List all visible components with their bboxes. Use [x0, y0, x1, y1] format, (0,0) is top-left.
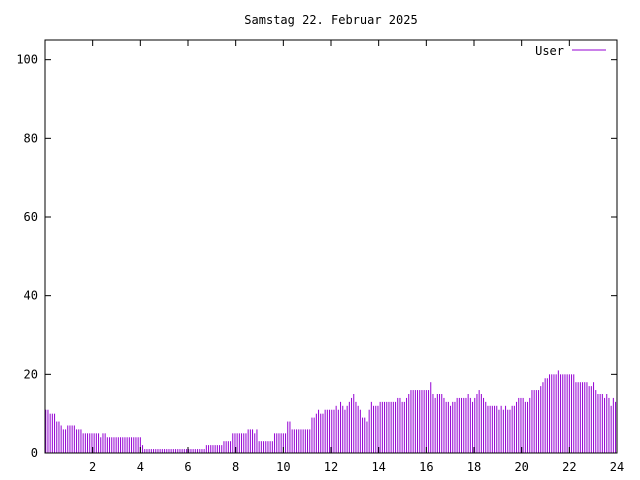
y-tick-label: 100 — [16, 53, 38, 67]
y-tick-label: 80 — [24, 131, 38, 145]
y-tick-label: 40 — [24, 289, 38, 303]
plot-frame — [44, 39, 618, 454]
chart-title: Samstag 22. Februar 2025 — [244, 13, 417, 27]
x-tick-label: 16 — [419, 460, 433, 474]
x-tick-label: 2 — [89, 460, 96, 474]
axis-ticks — [45, 40, 618, 454]
x-tick-label: 4 — [137, 460, 144, 474]
y-tick-label: 20 — [24, 367, 38, 381]
x-tick-label: 18 — [467, 460, 481, 474]
x-tick-label: 24 — [610, 460, 624, 474]
bar-series — [45, 370, 617, 453]
x-tick-label: 12 — [324, 460, 338, 474]
x-tick-label: 10 — [276, 460, 290, 474]
x-tick-label: 22 — [562, 460, 576, 474]
x-tick-label: 14 — [371, 460, 385, 474]
y-tick-label: 0 — [31, 446, 38, 460]
y-tick-label: 60 — [24, 210, 38, 224]
x-tick-label: 20 — [514, 460, 528, 474]
legend: User — [535, 44, 606, 58]
legend-label: User — [535, 44, 564, 58]
x-tick-label: 6 — [184, 460, 191, 474]
x-tick-label: 8 — [232, 460, 239, 474]
